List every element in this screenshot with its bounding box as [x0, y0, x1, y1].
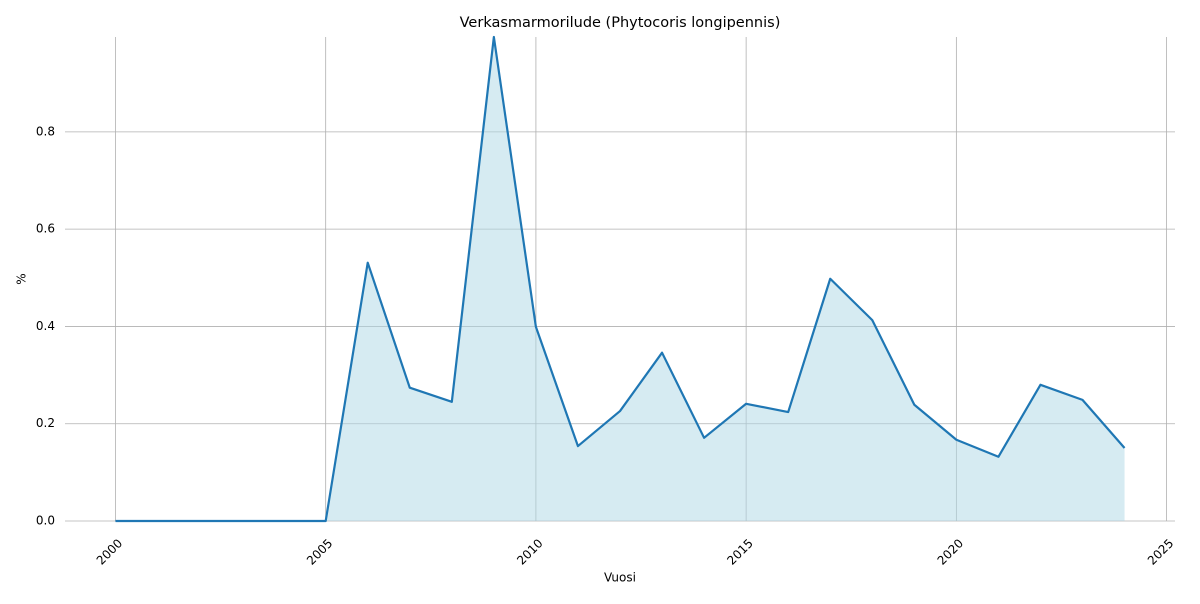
line	[115, 35, 1126, 523]
x-tick-label: 2015	[724, 536, 755, 567]
y-tick-label: 0.8	[36, 124, 55, 138]
y-tick-label: 0.2	[36, 416, 55, 430]
y-axis-label: %	[15, 273, 29, 284]
y-tick-label: 0.6	[36, 222, 55, 236]
x-tick-label: 2005	[304, 536, 335, 567]
x-tick-label: 2020	[935, 536, 966, 567]
chart-title: Verkasmarmorilude (Phytocoris longipenni…	[460, 15, 781, 31]
area-fill	[115, 37, 1125, 521]
x-tick-label: 2025	[1145, 536, 1176, 567]
y-tick-label: 0.4	[36, 319, 55, 333]
x-axis-label: Vuosi	[604, 571, 636, 585]
x-tick-label: 2000	[94, 536, 125, 567]
y-tick-label: 0.0	[36, 514, 55, 528]
x-tick-label: 2010	[514, 536, 545, 567]
